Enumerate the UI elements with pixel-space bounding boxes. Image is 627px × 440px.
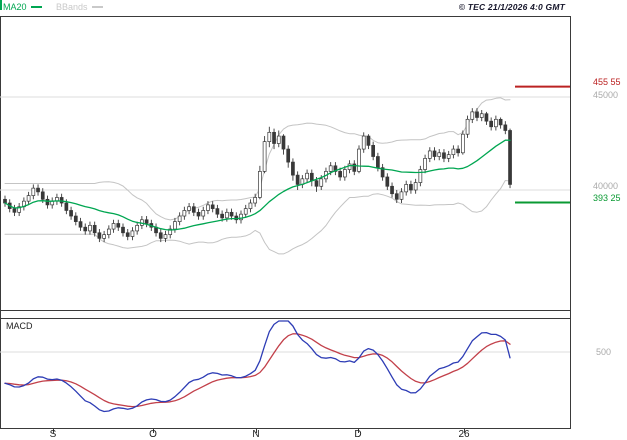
price-candlestick-chart xyxy=(0,85,570,255)
price-panel-bottom-line xyxy=(0,310,571,311)
month-tick xyxy=(256,428,257,433)
resistance-price-label: 455 55 xyxy=(593,77,621,87)
x-label-2026: 26 xyxy=(458,429,470,440)
month-tick xyxy=(464,428,465,433)
x-label-october: O xyxy=(149,429,157,440)
macd-grid-500-label: 500 xyxy=(596,347,612,357)
copyright-text: © TEC 21/1/2026 4:0 GMT xyxy=(458,2,565,12)
grid-45000-label: 45000 xyxy=(593,90,619,100)
legend-item-bbands: BBands xyxy=(56,2,111,12)
legend-item-ma20: MA20 xyxy=(3,2,50,12)
grid-40000-label: 40000 xyxy=(593,181,619,191)
month-tick xyxy=(153,428,154,433)
x-label-november: N xyxy=(252,429,260,440)
frame-top-line xyxy=(0,16,571,17)
x-label-december: D xyxy=(354,429,362,440)
macd-indicator-chart xyxy=(0,320,570,413)
price-scale-separator-line xyxy=(570,16,571,429)
frame-bottom-line xyxy=(0,428,571,429)
x-label-september: S xyxy=(49,429,57,440)
legend: MA20 BBands xyxy=(3,2,115,12)
macd-panel-top-line xyxy=(0,318,571,319)
macd-panel-label: MACD xyxy=(6,321,33,331)
frame-left-line xyxy=(0,16,1,429)
month-tick xyxy=(358,428,359,433)
bbands-line-swatch xyxy=(91,5,103,8)
support-price-label: 393 25 xyxy=(593,193,621,203)
legend-bbands-label: BBands xyxy=(56,2,88,12)
left-edge-accent xyxy=(0,0,2,10)
month-tick xyxy=(53,428,54,433)
legend-ma20-label: MA20 xyxy=(3,2,27,12)
ma20-line-swatch xyxy=(30,5,42,8)
